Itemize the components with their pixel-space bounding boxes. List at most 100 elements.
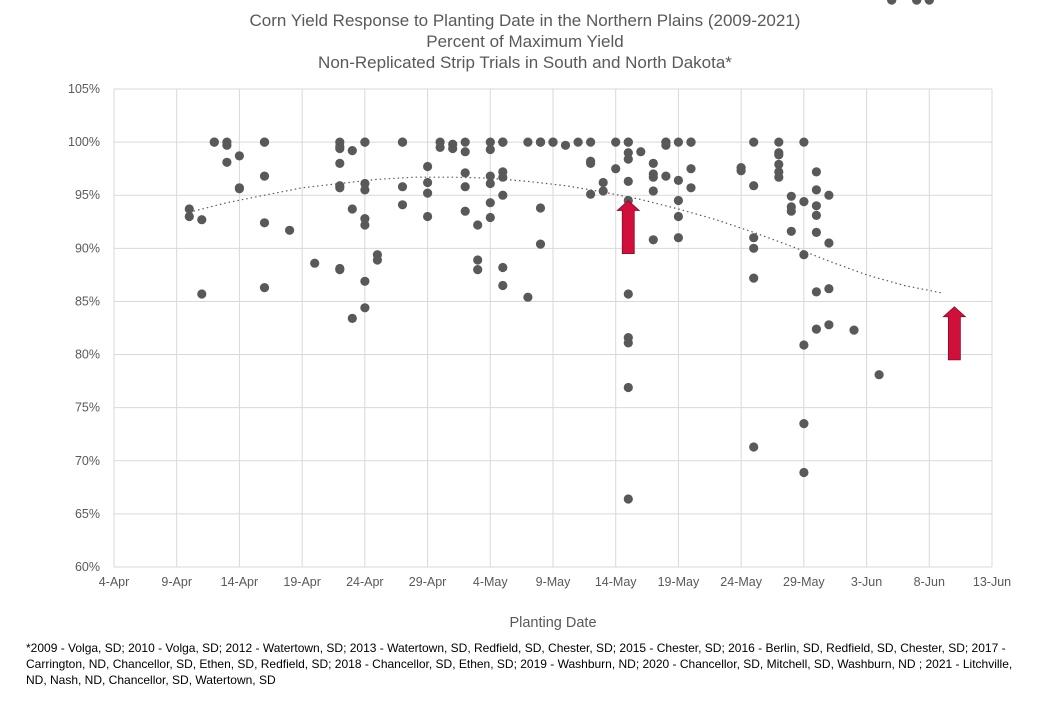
x-tick-label: 9-Apr <box>161 575 192 589</box>
x-tick-label: 4-Apr <box>99 575 130 589</box>
data-point <box>498 190 508 200</box>
data-point <box>259 218 270 228</box>
data-point <box>623 289 633 299</box>
data-point <box>623 148 633 158</box>
data-point <box>673 195 684 206</box>
data-point <box>774 172 784 182</box>
y-tick-label: 85% <box>75 294 100 308</box>
data-point <box>360 178 370 189</box>
y-tick-label: 80% <box>75 348 100 362</box>
data-point <box>811 227 822 237</box>
data-point <box>811 185 822 195</box>
data-point <box>423 188 433 198</box>
data-point <box>197 289 207 299</box>
data-point <box>824 284 834 294</box>
data-point <box>285 225 295 235</box>
data-point <box>636 147 646 157</box>
data-point <box>498 280 508 291</box>
x-tick-label: 8-Jun <box>914 575 945 589</box>
data-point <box>887 0 897 5</box>
chart-subtitle-2: Non-Replicated Strip Trials in South and… <box>318 53 732 72</box>
data-point <box>335 265 345 275</box>
data-point <box>498 137 508 147</box>
y-tick-label: 105% <box>68 82 100 96</box>
data-point <box>799 340 809 350</box>
data-point <box>548 137 558 147</box>
x-tick-label: 4-May <box>473 575 508 589</box>
data-points <box>184 0 934 504</box>
x-tick-label: 19-May <box>658 575 700 589</box>
data-point <box>423 161 433 172</box>
data-point <box>811 201 822 211</box>
y-tick-label: 95% <box>75 188 100 202</box>
x-tick-label: 24-Apr <box>346 575 384 589</box>
data-point <box>335 158 345 168</box>
data-point <box>623 338 633 348</box>
data-point <box>623 176 633 186</box>
data-point <box>799 197 809 207</box>
x-axis-title: Planting Date <box>509 615 596 631</box>
data-point <box>197 215 207 225</box>
data-point <box>485 178 495 189</box>
data-point <box>811 167 822 177</box>
data-point <box>749 137 759 147</box>
data-point <box>460 168 470 178</box>
data-point <box>485 198 495 208</box>
data-point <box>535 203 546 213</box>
data-point <box>749 243 759 253</box>
data-point <box>423 177 433 188</box>
data-point <box>661 171 671 181</box>
x-tick-label: 14-May <box>595 575 637 589</box>
data-point <box>360 185 370 195</box>
data-point <box>360 276 370 286</box>
tick-labels: 60% 65% 70% 75% 80% 85% 90% 95% 100% 105% 4-Apr 9-A… <box>68 82 1011 589</box>
x-tick-label: 19-Apr <box>283 575 321 589</box>
data-point <box>473 255 483 265</box>
data-point <box>347 204 357 214</box>
y-tick-label: 65% <box>75 507 100 521</box>
data-point <box>849 325 859 335</box>
data-point <box>774 159 784 169</box>
data-point <box>347 313 357 323</box>
data-point <box>259 171 270 181</box>
data-point <box>799 250 809 260</box>
data-point <box>560 140 571 150</box>
data-point <box>673 137 684 147</box>
data-point <box>360 137 370 147</box>
data-point <box>347 146 357 156</box>
data-point <box>811 210 822 220</box>
data-point <box>485 137 495 147</box>
data-point <box>749 442 759 452</box>
data-point <box>460 137 470 147</box>
data-point <box>874 370 884 380</box>
data-point <box>824 238 834 248</box>
data-point <box>686 164 696 174</box>
arrow-annotation <box>942 306 967 361</box>
x-tick-label: 24-May <box>720 575 762 589</box>
data-point <box>335 141 345 151</box>
data-point <box>661 140 671 150</box>
data-point <box>586 158 596 168</box>
data-point <box>811 287 822 297</box>
data-point <box>623 382 633 393</box>
data-point <box>372 250 382 260</box>
data-point <box>648 172 658 182</box>
data-point <box>799 137 809 147</box>
chart-title-block: Corn Yield Response to Planting Date in … <box>0 10 1050 73</box>
data-point <box>749 233 759 243</box>
data-point <box>498 172 508 182</box>
data-point <box>786 206 796 216</box>
data-point <box>774 137 784 147</box>
data-point <box>648 158 658 168</box>
data-point <box>360 220 370 230</box>
data-point <box>736 166 746 176</box>
data-point <box>824 190 834 200</box>
data-point <box>184 211 194 222</box>
data-point <box>811 324 822 334</box>
data-point <box>397 137 408 147</box>
data-point <box>799 419 809 429</box>
x-tick-label: 29-Apr <box>409 575 447 589</box>
data-point <box>460 147 470 157</box>
y-tick-label: 60% <box>75 560 100 574</box>
data-point <box>611 164 621 174</box>
